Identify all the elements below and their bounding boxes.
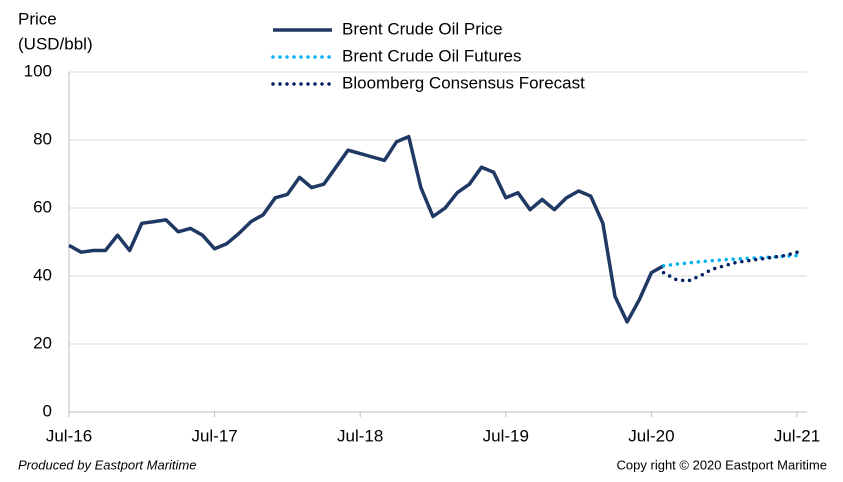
legend-label: Brent Crude Oil Price — [342, 19, 503, 38]
y-tick-label: 60 — [33, 197, 52, 216]
y-tick-label: 20 — [33, 333, 52, 352]
series-line — [661, 253, 799, 268]
x-tick-label: Jul-19 — [483, 426, 529, 445]
legend-label: Bloomberg Consensus Forecast — [342, 73, 585, 92]
legend-label: Brent Crude Oil Futures — [342, 46, 522, 65]
x-tick-label: Jul-21 — [774, 426, 820, 445]
footnote: Produced by Eastport Maritime — [18, 457, 196, 472]
x-tick-label: Jul-20 — [628, 426, 674, 445]
x-tick-label: Jul-18 — [337, 426, 383, 445]
x-tick-label: Jul-16 — [46, 426, 92, 445]
y-tick-label: 100 — [24, 61, 52, 80]
series-line — [68, 134, 665, 324]
y-axis-label: Price — [18, 9, 57, 28]
y-tick-label: 80 — [33, 129, 52, 148]
y-axis-label: (USD/bbl) — [18, 34, 93, 53]
x-tick-label: Jul-17 — [191, 426, 237, 445]
series-line — [661, 250, 799, 283]
y-tick-label: 40 — [33, 265, 52, 284]
y-tick-label: 0 — [43, 401, 52, 420]
copyright: Copy right © 2020 Eastport Maritime — [617, 457, 827, 472]
